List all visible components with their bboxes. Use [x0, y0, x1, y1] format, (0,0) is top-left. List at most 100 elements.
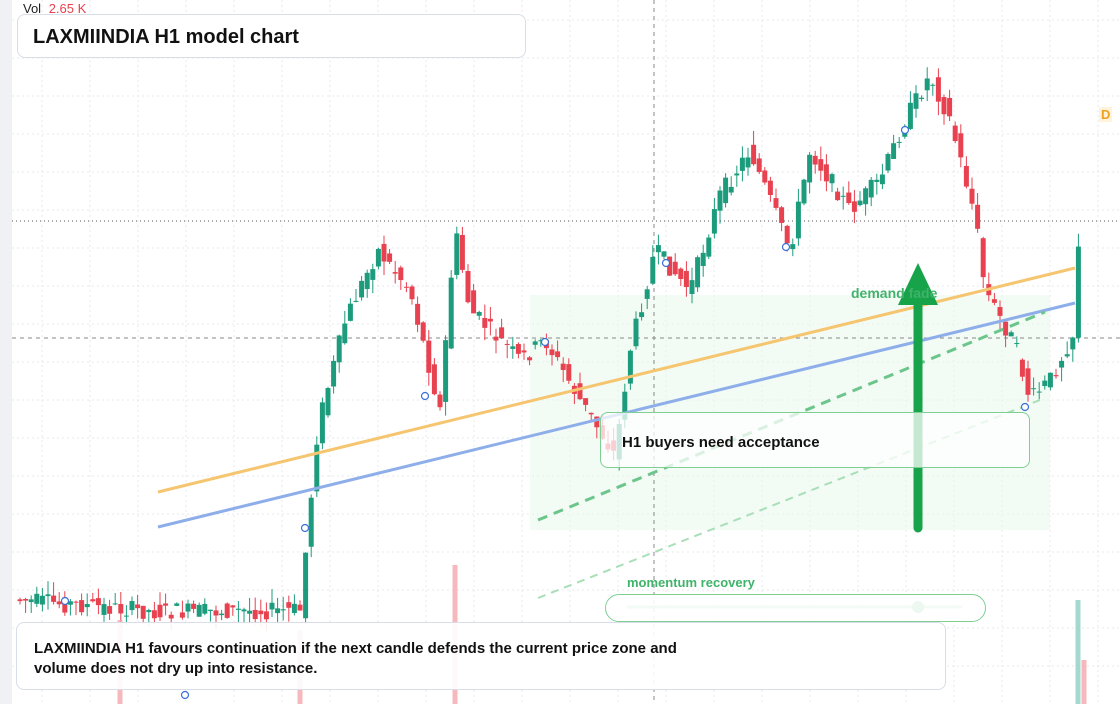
volume-bar [1081, 660, 1087, 704]
candle [297, 604, 303, 611]
candle [56, 601, 62, 605]
candle [45, 594, 51, 597]
candle [935, 77, 941, 102]
candle [751, 144, 757, 165]
candle [829, 174, 835, 184]
candle [353, 300, 359, 302]
candle [952, 125, 958, 142]
candle [168, 614, 174, 619]
candle [795, 201, 801, 239]
zone-label: demand fade [851, 285, 938, 301]
candle [482, 317, 488, 328]
candle [527, 357, 533, 361]
candle [807, 154, 813, 183]
candle [1025, 368, 1031, 395]
candle [387, 253, 393, 262]
footer-text: LAXMIINDIA H1 favours continuation if th… [34, 640, 677, 677]
candle [230, 605, 236, 608]
candle [375, 248, 381, 267]
candle [812, 155, 818, 165]
candle [851, 201, 857, 212]
candle [1008, 332, 1014, 337]
candle [896, 141, 902, 143]
candle [975, 204, 981, 229]
candle [823, 164, 829, 182]
candle [146, 609, 152, 613]
candle [1047, 372, 1053, 388]
candle [683, 271, 689, 288]
candle [499, 327, 505, 339]
candle [247, 610, 253, 614]
candle [515, 344, 521, 354]
candle [493, 336, 499, 341]
title: LAXMIINDIA H1 model chart [33, 26, 299, 48]
candle [207, 609, 213, 611]
candle [958, 133, 964, 158]
candle [39, 595, 45, 605]
candle [991, 299, 997, 303]
candle [779, 207, 785, 223]
candle [661, 251, 667, 257]
candle [84, 603, 90, 608]
candle [947, 97, 953, 117]
candle [471, 290, 477, 314]
candle [885, 154, 891, 171]
candle [689, 280, 695, 294]
candle [95, 598, 101, 606]
candle [711, 209, 717, 234]
candle [919, 97, 925, 99]
candle [627, 350, 633, 384]
candle [891, 143, 897, 159]
candle [381, 243, 387, 262]
candle [594, 416, 600, 428]
candle [913, 93, 919, 109]
candle [347, 303, 353, 321]
candle [454, 233, 460, 275]
candle [717, 190, 723, 211]
candle [583, 398, 589, 405]
title-box: LAXMIINDIA H1 model chart [17, 14, 526, 58]
candle [67, 601, 73, 605]
candle [1003, 321, 1009, 336]
candle [538, 340, 544, 342]
candle [364, 272, 370, 290]
candle [409, 286, 415, 300]
candle [879, 174, 885, 185]
candle [963, 165, 969, 187]
volume-value: 2.65 K [48, 1, 87, 16]
candle [179, 612, 185, 618]
candle [17, 599, 23, 602]
candle [678, 268, 684, 280]
candle [325, 388, 331, 416]
candle [739, 157, 745, 171]
candle [773, 198, 779, 208]
candle [163, 603, 169, 606]
candle [1075, 246, 1081, 338]
marker [180, 690, 190, 700]
candle [431, 364, 437, 395]
candle [857, 200, 863, 206]
candle [443, 340, 449, 402]
candle [1036, 391, 1042, 393]
marker [300, 523, 310, 533]
candle [835, 191, 841, 201]
marker [781, 242, 791, 252]
candle [191, 603, 197, 609]
candle [280, 609, 286, 611]
candle [577, 383, 583, 400]
candle [459, 234, 465, 270]
candle [370, 269, 376, 280]
candle [874, 179, 880, 182]
candle [123, 615, 129, 617]
candle [672, 261, 678, 275]
momentum-box [605, 594, 986, 622]
candle [135, 604, 141, 609]
arrow-head [898, 263, 938, 305]
candle [639, 312, 645, 318]
candle [930, 84, 936, 86]
candle [235, 608, 241, 610]
candle [655, 245, 661, 253]
candle [476, 311, 482, 316]
candle [633, 318, 639, 347]
